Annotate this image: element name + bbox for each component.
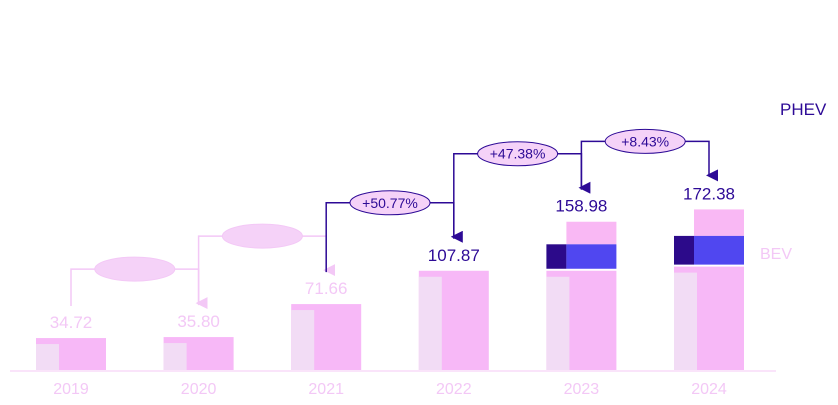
total-label-2022: 107.87 — [428, 246, 480, 265]
growth-badge-2020 — [94, 256, 176, 282]
legend-phev: PHEV — [780, 100, 827, 119]
x-tick-2022: 2022 — [436, 381, 472, 398]
bar-bev-highlight-2021 — [291, 310, 315, 370]
x-tick-2024: 2024 — [691, 381, 727, 398]
bar-phev-dark-2023 — [546, 244, 567, 269]
growth-label-2023: +47.38% — [490, 146, 546, 162]
x-tick-2020: 2020 — [181, 381, 217, 398]
bar-phev-top-2023 — [566, 221, 617, 245]
bar-bev-highlight-2023 — [546, 276, 570, 370]
bar-phev-mid-2023 — [566, 244, 617, 269]
growth-badge-2024 — [604, 128, 686, 154]
x-tick-2023: 2023 — [564, 381, 600, 398]
total-label-2023: 158.98 — [555, 197, 607, 216]
bar-bev-highlight-2024 — [674, 272, 697, 370]
growth-badge-2021 — [221, 223, 303, 249]
growth-label-2022: +50.77% — [362, 195, 418, 211]
growth-label-2024: +8.43% — [621, 133, 669, 149]
growth-badge-2022 — [349, 190, 431, 216]
legend-bev: BEV — [760, 246, 792, 263]
bars-group — [36, 209, 744, 370]
total-label-2021: 71.66 — [305, 279, 348, 298]
bar-phev-mid-2024 — [694, 235, 744, 265]
bar-bev-highlight-2019 — [36, 344, 59, 370]
bar-bev-highlight-2020 — [163, 343, 187, 370]
bar-bev-highlight-2022 — [418, 276, 442, 370]
total-label-2019: 34.72 — [50, 313, 93, 332]
total-label-2020: 35.80 — [177, 312, 220, 331]
growth-badge-2023 — [477, 141, 559, 167]
labels-group: 34.72 2019 35.80 2020 71.66 2021 107.87 2022 158… — [50, 184, 735, 398]
bar-phev-dark-2024 — [674, 235, 694, 265]
total-label-2024: 172.38 — [683, 184, 735, 203]
growth-annotations: +50.77% +47.38% +8.43% — [70, 128, 718, 310]
x-tick-2021: 2021 — [308, 381, 344, 398]
x-tick-2019: 2019 — [53, 381, 89, 398]
bar-phev-top-2024 — [694, 209, 744, 236]
